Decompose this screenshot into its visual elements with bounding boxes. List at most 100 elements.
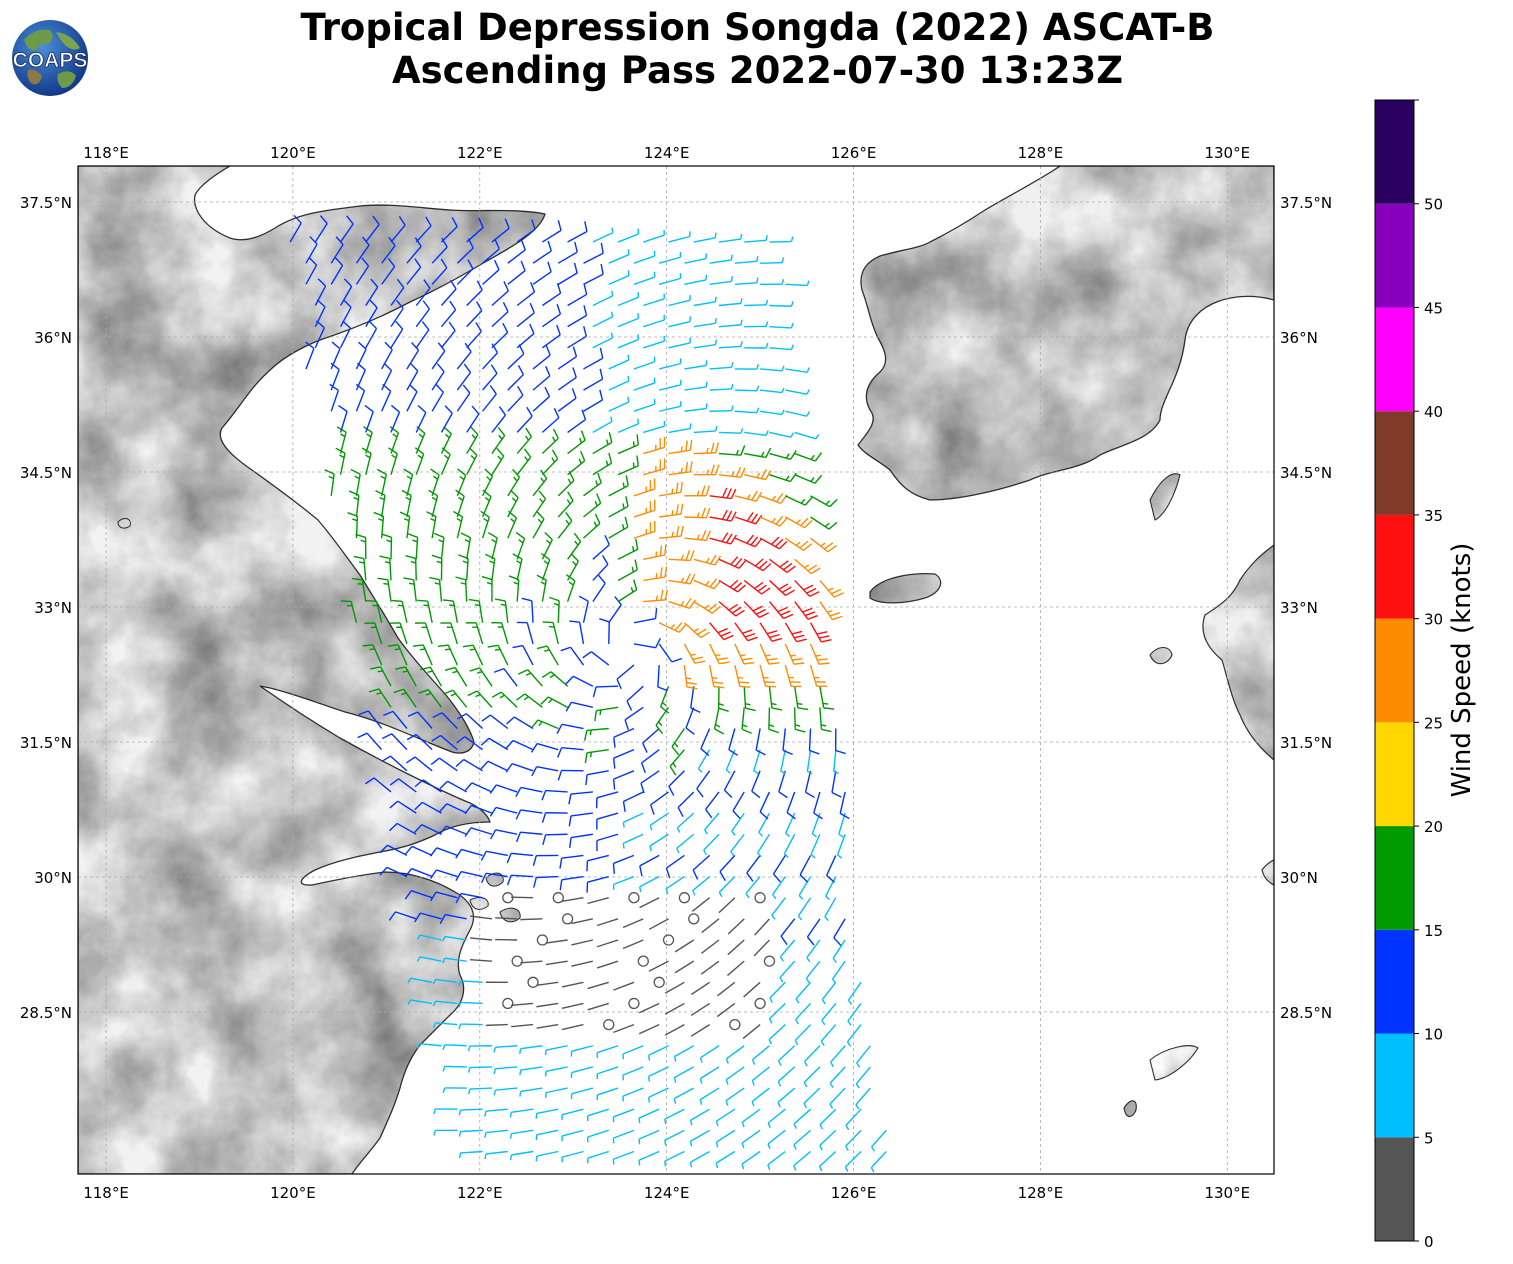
wind-barb [358, 710, 383, 729]
wind-barb [365, 320, 378, 349]
wind-barb [482, 239, 500, 264]
wind-barb [570, 1045, 594, 1057]
colorbar-bin [1375, 307, 1414, 412]
colorbar: 0 5 10 15 20 25 30 35 40 45 50 [1374, 99, 1443, 1251]
calm-barb [511, 955, 523, 967]
wind-barb [535, 1150, 559, 1162]
wind-barb [489, 784, 518, 794]
wind-barb [665, 875, 685, 894]
wind-barb [769, 431, 795, 438]
wind-barb [622, 791, 644, 812]
wind-barb [693, 464, 720, 476]
wind-barb [617, 579, 638, 603]
wind-barb [668, 295, 691, 307]
wind-barb [416, 956, 442, 962]
wind-barb [383, 710, 408, 729]
wind-barb [794, 601, 818, 620]
wind-barb [699, 1045, 720, 1063]
wind-barb [633, 521, 656, 539]
wind-barb [407, 533, 419, 560]
wind-barb [569, 620, 585, 645]
wind-barb [381, 257, 396, 285]
wind-barb [583, 513, 601, 539]
wind-barb [391, 599, 408, 623]
wind-barb [684, 403, 708, 412]
wind-barb [587, 1150, 609, 1164]
wind-barb [696, 770, 711, 798]
wind-barb [831, 960, 846, 984]
wind-barb [491, 281, 509, 307]
wind-barb [836, 834, 846, 859]
wind-barb [701, 939, 720, 954]
lon-label-bottom: 122°E [457, 1184, 503, 1202]
wind-barb [768, 601, 794, 620]
wind-barb [507, 365, 525, 391]
wind-barb [690, 1024, 711, 1037]
wind-barb [832, 939, 846, 963]
wind-barb [693, 554, 722, 566]
wind-barb [643, 293, 665, 307]
wind-barb [845, 1129, 862, 1152]
wind-barb [414, 824, 442, 835]
wind-barb [613, 1023, 635, 1034]
wind-barb [362, 644, 383, 666]
wind-barb [803, 1045, 821, 1067]
wind-barb [810, 537, 837, 553]
wind-barb [431, 237, 448, 264]
wind-barb [668, 770, 685, 796]
wind-barb [829, 1087, 846, 1109]
wind-barb [690, 981, 711, 996]
wind-barb [532, 240, 552, 264]
wind-barb [718, 319, 743, 328]
wind-barb [495, 917, 518, 920]
wind-barb [683, 643, 706, 664]
wind-barb [753, 749, 761, 775]
wind-barb [659, 401, 682, 412]
wind-barb [617, 418, 640, 434]
wind-barb [838, 812, 846, 838]
wind-barb [643, 420, 666, 434]
wind-barb [699, 1087, 720, 1105]
wind-barb [616, 664, 635, 689]
wind-barb [659, 379, 682, 391]
wind-barb [405, 555, 417, 581]
wind-barb [684, 507, 711, 519]
lon-label-top: 124°E [644, 144, 690, 162]
wind-barb [515, 831, 543, 843]
lon-label-top: 120°E [270, 144, 316, 162]
wind-barb [467, 1066, 492, 1073]
wind-barb [855, 1087, 871, 1110]
wind-barb [442, 1087, 467, 1094]
wind-barb [338, 404, 348, 433]
wind-barb [557, 511, 573, 539]
wind-barb [718, 579, 747, 593]
wind-barb [365, 299, 378, 328]
wind-barb [617, 559, 639, 582]
wind-barb [339, 278, 353, 306]
wind-barb [689, 1108, 710, 1126]
wind-barb [466, 217, 484, 243]
wind-barb [571, 939, 593, 946]
colorbar-tick-label: 45 [1424, 299, 1443, 317]
wind-barb [751, 770, 761, 799]
wind-barb [689, 1129, 710, 1147]
wind-barb [542, 220, 562, 243]
wind-barb [444, 666, 468, 687]
wind-barb [571, 918, 593, 925]
wind-barb [643, 229, 665, 243]
wind-barb [759, 664, 777, 688]
wind-barb [793, 1108, 812, 1129]
wind-barb [389, 822, 417, 835]
wind-barb [557, 747, 584, 758]
wind-barb [401, 489, 412, 518]
wind-barb [640, 749, 660, 773]
wind-barb [671, 728, 685, 756]
wind-barb [659, 481, 683, 497]
wind-barb [545, 939, 568, 944]
wind-barb [596, 1045, 619, 1058]
wind-barb [482, 364, 498, 391]
wind-barb [643, 544, 667, 560]
wind-barb [381, 362, 393, 391]
wind-barb [643, 589, 669, 603]
lon-label-top: 122°E [457, 144, 503, 162]
